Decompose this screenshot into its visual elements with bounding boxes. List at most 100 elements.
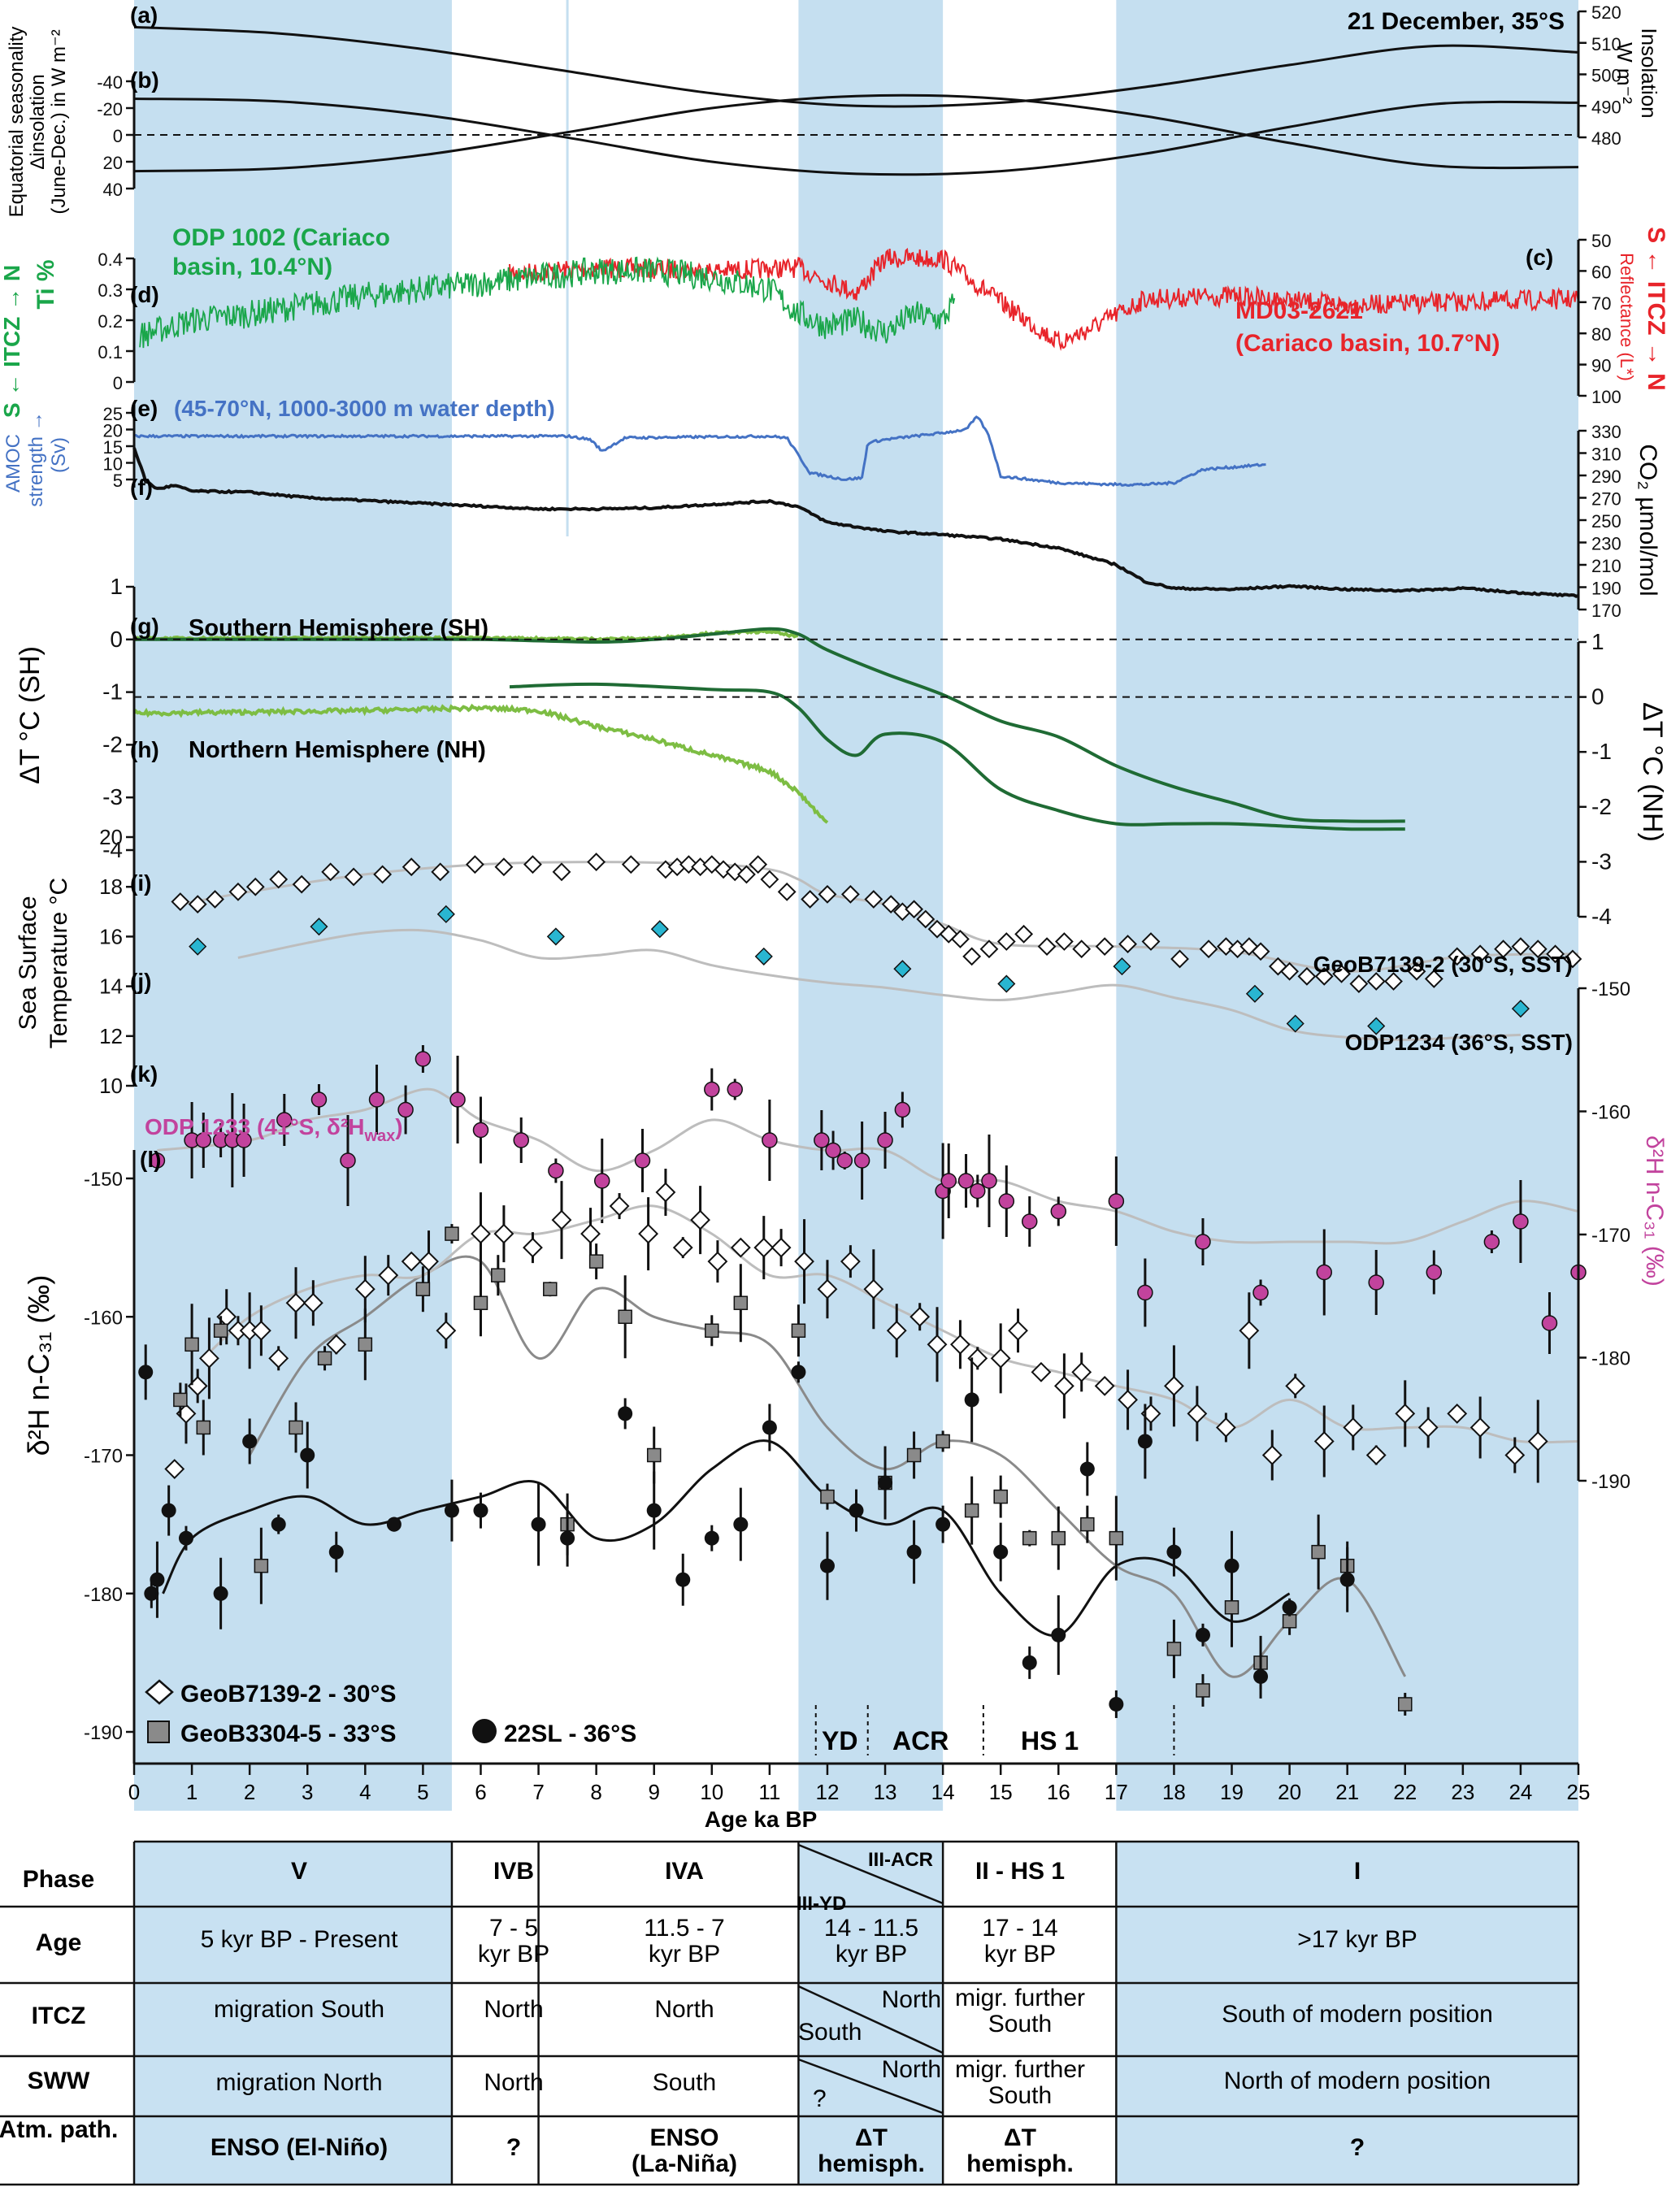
l-s2-point-29 xyxy=(1022,1655,1037,1670)
b-axis-tick-label-3: 20 xyxy=(103,153,123,173)
table-row-headers: Phase Age ITCZ SWW Atm. path. xyxy=(0,1866,118,2143)
l-s1-point-29 xyxy=(1109,1530,1124,1546)
k-point-23 xyxy=(836,1152,853,1169)
legend-diamond-marker xyxy=(145,1679,174,1705)
l-s0-point-17 xyxy=(471,1223,491,1244)
i-point-11 xyxy=(431,862,450,882)
l-s1-point-30 xyxy=(1166,1642,1182,1656)
l-s0-point-10 xyxy=(302,1292,323,1313)
l-s0-point-8 xyxy=(268,1347,289,1369)
f-axis-tick-label-8: 330 xyxy=(1591,422,1621,442)
cell-iii-atm2: hemisph. xyxy=(818,2150,925,2177)
i-point-7 xyxy=(321,862,341,882)
l-s2-point-34 xyxy=(1166,1544,1182,1560)
l-s2-point-24 xyxy=(878,1475,893,1491)
i-point-33 xyxy=(881,895,901,914)
cell-iva-age: 11.5 - 7 xyxy=(644,1915,725,1942)
l-s1-point-16 xyxy=(646,1447,662,1463)
co2-curve xyxy=(132,447,1579,598)
row-header-atm: Atm. path. xyxy=(0,2116,118,2143)
l-s2-point-18 xyxy=(704,1530,719,1546)
k-point-22 xyxy=(825,1142,841,1159)
x-tick-label-18: 18 xyxy=(1162,1780,1186,1804)
nh-dark-curve xyxy=(509,682,1405,831)
l-s0-point-26 xyxy=(690,1209,710,1230)
legend: GeoB7139-2 - 30°S GeoB3304-5 - 33°S 22SL… xyxy=(145,1679,636,1747)
l-s2-point-32 xyxy=(1109,1696,1124,1712)
l-s0-point-62 xyxy=(1527,1431,1548,1451)
f-axis-tick-label-3: 230 xyxy=(1591,534,1621,554)
i-axis-tick-label-3: 16 xyxy=(99,924,123,948)
l-s1-point-5 xyxy=(289,1420,303,1435)
legend-item-1: GeoB7139-2 - 30°S xyxy=(180,1681,396,1708)
panel-k-name-end: ) xyxy=(395,1114,402,1139)
table-shade-0 xyxy=(134,1842,452,2185)
l-s2-point-30 xyxy=(1051,1627,1066,1642)
panel-g-name: Southern Hemisphere (SH) xyxy=(189,615,488,641)
panel-h-label: (h) xyxy=(130,737,159,762)
l-s2-point-14 xyxy=(560,1530,575,1546)
i-point-6 xyxy=(292,874,311,894)
i-point-69 xyxy=(1511,937,1530,957)
l-s0-point-33 xyxy=(840,1251,861,1272)
f-axis-tick-label-0: 170 xyxy=(1591,601,1621,621)
cell-i-age: >17 kyr BP xyxy=(1297,1926,1417,1953)
acr-label: ACR xyxy=(892,1726,949,1755)
x-tick-label-19: 19 xyxy=(1220,1780,1244,1804)
data-series-layer xyxy=(132,25,1587,1718)
cell-ii-age2: kyr BP xyxy=(984,1941,1056,1968)
x-tick-label-11: 11 xyxy=(758,1780,780,1804)
cell-iii-phase-top: III-ACR xyxy=(868,1849,933,1871)
axes-layer: 480490500510520-40-200204050607080901000… xyxy=(84,2,1630,1804)
l-s2-point-21 xyxy=(791,1365,806,1380)
l-s1-point-17 xyxy=(705,1323,719,1339)
j-point-4 xyxy=(650,920,669,939)
j-point-9 xyxy=(1245,984,1265,1003)
a-axis-label-1: Insolation xyxy=(1637,28,1661,118)
l-s0-point-57 xyxy=(1395,1404,1416,1424)
k-axis-tick-label-4: -190 xyxy=(1591,1471,1630,1493)
k-point-5 xyxy=(236,1132,252,1148)
l-s0-point-20 xyxy=(551,1209,572,1230)
panel-j-name: ODP1234 (36°S, SST) xyxy=(1345,1030,1573,1055)
amoc-curve xyxy=(133,415,1266,488)
l-s1-point-9 xyxy=(445,1226,459,1241)
k-point-0 xyxy=(149,1152,166,1169)
k-point-30 xyxy=(970,1182,986,1200)
l-s0-point-52 xyxy=(1261,1445,1283,1465)
h-axis-tick-label-3: -1 xyxy=(1591,739,1612,764)
i-point-0 xyxy=(171,892,190,911)
x-tick-label-3: 3 xyxy=(302,1780,313,1804)
x-tick-label-8: 8 xyxy=(590,1780,601,1804)
i-axis-tick-label-1: 12 xyxy=(99,1024,123,1048)
l-s1-point-27 xyxy=(1051,1530,1066,1546)
i-point-4 xyxy=(245,877,265,896)
g-axis-tick-label-2: -2 xyxy=(102,731,123,757)
cell-iii-atm: ΔT xyxy=(855,2124,888,2151)
k-axis-tick-label-0: -150 xyxy=(1591,979,1630,1000)
x-tick-label-16: 16 xyxy=(1047,1780,1070,1804)
i-point-5 xyxy=(269,870,289,889)
i-point-27 xyxy=(760,870,779,889)
x-tick-label-9: 9 xyxy=(648,1780,659,1804)
l-s1-point-32 xyxy=(1224,1600,1239,1615)
l-s0-point-53 xyxy=(1285,1375,1306,1396)
f-axis-tick-label-5: 270 xyxy=(1591,489,1621,510)
l-s2-point-38 xyxy=(1282,1599,1297,1615)
i-trend xyxy=(180,861,1579,973)
panel-k-name-main: ODP 1233 (41°S, δ²H xyxy=(145,1114,364,1139)
l-s0-point-3 xyxy=(198,1347,219,1369)
x-tick-label-0: 0 xyxy=(128,1780,140,1804)
l-s1-point-2 xyxy=(196,1420,211,1435)
cell-i-phase: I xyxy=(1354,1858,1361,1885)
a-axis-label-2: W m⁻² xyxy=(1613,42,1637,104)
panel-c-name-1: MD03-2621 xyxy=(1235,297,1363,324)
panel-c-label: (c) xyxy=(1526,245,1553,270)
i-point-65 xyxy=(1424,970,1443,988)
j-point-2 xyxy=(436,905,455,923)
l-s0-point-18 xyxy=(493,1223,514,1244)
c-axis-tick-label-1: 60 xyxy=(1591,262,1611,282)
k-trend xyxy=(157,1087,1579,1245)
l-s1-point-19 xyxy=(791,1323,806,1339)
